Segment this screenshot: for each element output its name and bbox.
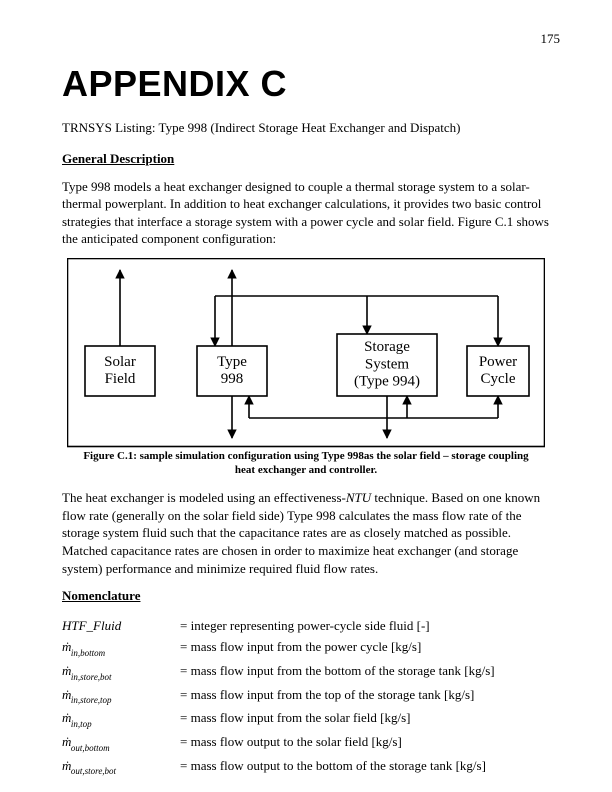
nomenclature-symbol: ṁout,store,bot — [62, 755, 180, 779]
appendix-heading: APPENDIX C — [62, 60, 550, 109]
nomenclature-row: ṁout,bottom= mass flow output to the sol… — [62, 731, 495, 755]
paragraph-1: Type 998 models a heat exchanger designe… — [62, 178, 550, 248]
nomenclature-definition: = mass flow input from the power cycle [… — [180, 636, 495, 660]
svg-text:Solar: Solar — [104, 354, 136, 370]
nomenclature-symbol: HTF_Fluid — [62, 615, 180, 637]
section-general-description: General Description — [62, 150, 550, 168]
svg-text:Type: Type — [217, 354, 247, 370]
nomenclature-row: ṁin,store,bot= mass flow input from the … — [62, 660, 495, 684]
nomenclature-row: ṁin,store,top= mass flow input from the … — [62, 684, 495, 708]
svg-text:Field: Field — [105, 371, 136, 387]
nomenclature-definition: = mass flow input from the bottom of the… — [180, 660, 495, 684]
nomenclature-definition: = mass flow output to the solar field [k… — [180, 731, 495, 755]
nomenclature-row: ṁin,bottom= mass flow input from the pow… — [62, 636, 495, 660]
svg-text:Power: Power — [479, 354, 517, 370]
svg-text:System: System — [365, 356, 410, 372]
subtitle: TRNSYS Listing: Type 998 (Indirect Stora… — [62, 119, 550, 137]
nomenclature-symbol: ṁin,store,bot — [62, 660, 180, 684]
svg-text:(Type 994): (Type 994) — [354, 374, 420, 390]
svg-text:Storage: Storage — [364, 339, 410, 355]
nomenclature-symbol: ṁin,bottom — [62, 636, 180, 660]
nomenclature-row: ṁin,top= mass flow input from the solar … — [62, 707, 495, 731]
nomenclature-symbol: ṁout,bottom — [62, 731, 180, 755]
section-nomenclature: Nomenclature — [62, 587, 550, 605]
nomenclature-definition: = mass flow output to the bottom of the … — [180, 755, 495, 779]
svg-text:998: 998 — [221, 371, 244, 387]
nomenclature-row: ṁout,store,bot= mass flow output to the … — [62, 755, 495, 779]
page: 175 APPENDIX C TRNSYS Listing: Type 998 … — [0, 0, 612, 792]
figure-c1: SolarField Type998 StorageSystem (Type 994)… — [62, 258, 550, 448]
nomenclature-definition: = integer representing power-cycle side … — [180, 615, 495, 637]
paragraph-2: The heat exchanger is modeled using an e… — [62, 489, 550, 577]
nomenclature-definition: = mass flow input from the top of the st… — [180, 684, 495, 708]
nomenclature-row: HTF_Fluid= integer representing power-cy… — [62, 615, 495, 637]
nomenclature-definition: = mass flow input from the solar field [… — [180, 707, 495, 731]
nomenclature-table: HTF_Fluid= integer representing power-cy… — [62, 615, 495, 779]
figure-c1-svg: SolarField Type998 StorageSystem (Type 994)… — [67, 258, 545, 448]
nomenclature-symbol: ṁin,top — [62, 707, 180, 731]
figure-c1-caption: Figure C.1: sample simulation configurat… — [72, 450, 540, 478]
page-number: 175 — [541, 30, 561, 48]
nomenclature-symbol: ṁin,store,top — [62, 684, 180, 708]
svg-text:Cycle: Cycle — [481, 371, 516, 387]
